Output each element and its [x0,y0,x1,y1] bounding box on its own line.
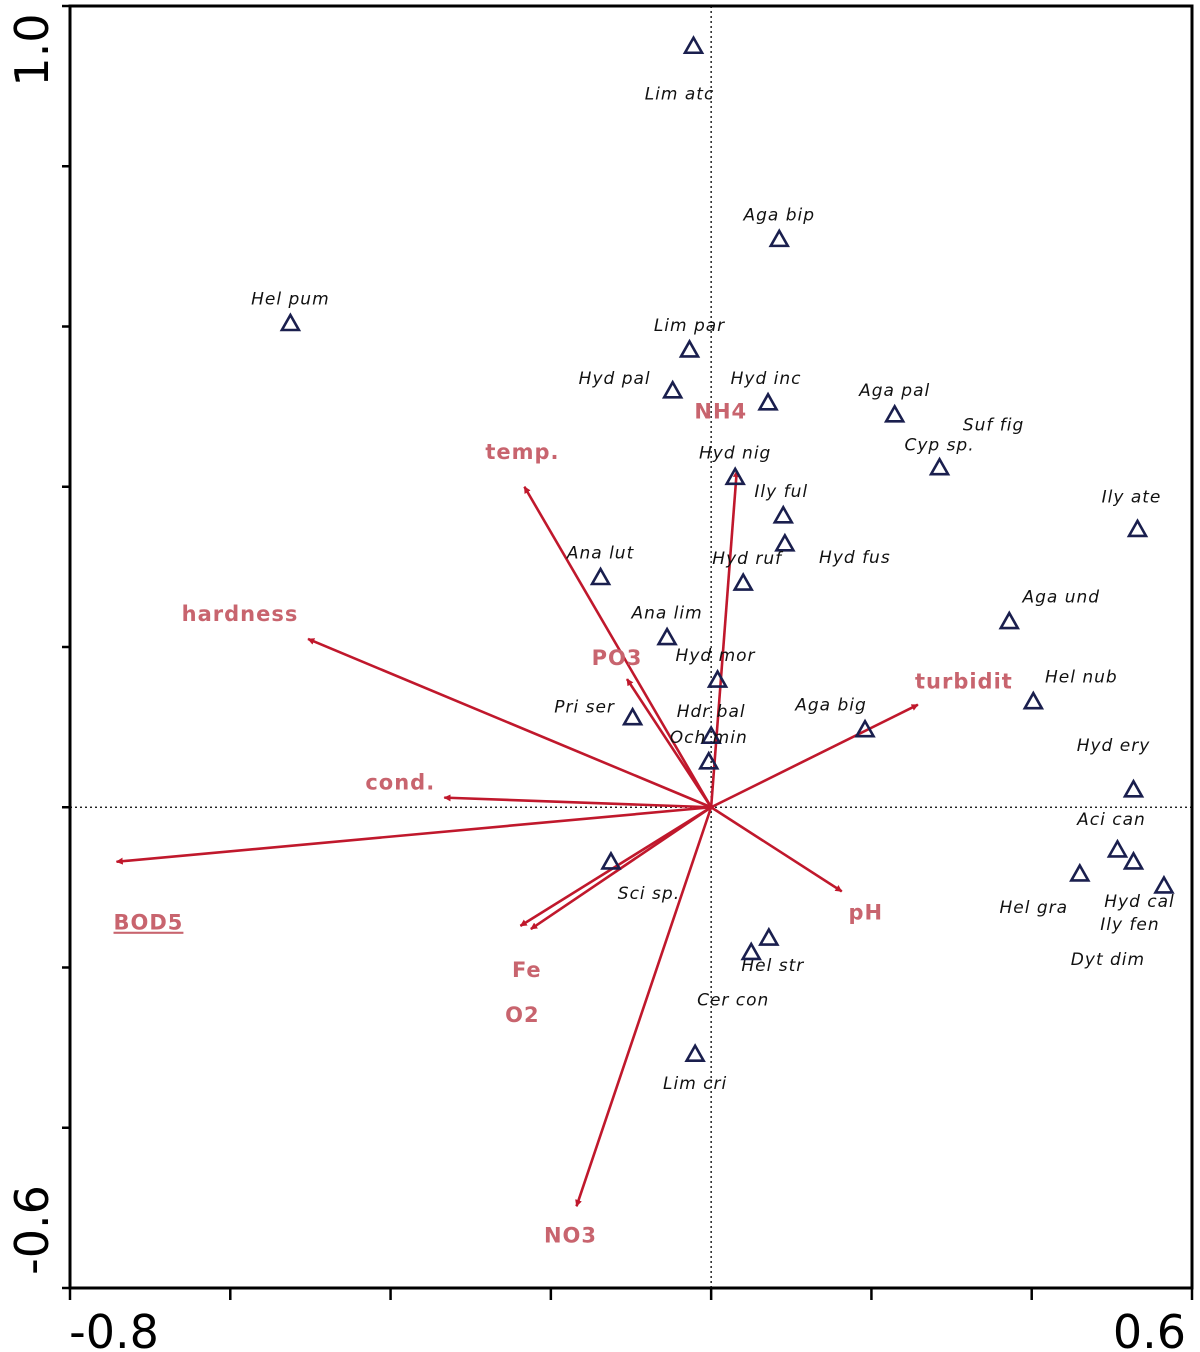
species-label: Aci can [1076,810,1146,830]
species-label: Ily ate [1102,487,1162,507]
vector-arrow [625,678,713,808]
species-label: Hyd ery [1077,736,1151,756]
species-marker [1069,862,1091,882]
species-label: Cer con [697,990,769,1010]
species-marker [706,668,729,688]
species-marker [1122,850,1145,870]
vector-label: NH4 [694,400,747,424]
vector-label: hardness [182,602,299,626]
species-label: Och min [670,728,748,748]
vector-arrow [709,470,740,808]
species-label: Hyd mor [676,646,756,666]
vector-label: temp. [485,440,559,464]
vector-arrow [523,486,713,808]
vector-label: NO3 [544,1223,597,1247]
species-marker [700,725,722,744]
species-label: Hdr bal [677,702,746,722]
vector-arrow [710,806,843,893]
species-marker [589,566,612,586]
species-label: Hyd ruf [712,549,784,569]
species-label: Hyd pal [579,369,651,389]
species-marker [883,403,906,423]
vector-label: turbidit [915,670,1013,694]
species-label: Aga big [794,696,867,716]
vector-arrow [443,794,712,809]
species-label: Cyp sp. [904,436,974,456]
vector-arrow [530,806,712,931]
species-label: Ana lim [630,604,702,624]
vector-arrow [519,806,712,927]
vector-label: BOD5 [114,911,184,935]
axis-ticks [62,4,1194,1300]
species-marker [854,718,876,738]
x-tick-label: -0.8 [69,1305,159,1352]
species-marker [928,456,951,476]
species-label: Pri ser [554,698,615,718]
species-marker [1126,518,1149,538]
vector-arrow [575,806,713,1207]
species-marker [1122,778,1145,798]
species-marker [772,504,795,524]
vector-label: O2 [505,1003,539,1027]
species-marker [600,850,622,870]
species-marker [1106,838,1129,858]
species-marker [698,750,720,770]
species-label: Lim cri [663,1074,727,1094]
species-marker [740,941,762,961]
species-label: Hyd inc [731,369,802,389]
species-label: Suf fig [963,416,1024,436]
species-marker [678,338,701,358]
species-label: Hel pum [251,289,330,309]
species-label: Ily ful [754,482,808,502]
vector-label: PO3 [592,646,643,670]
species-label: Aga und [1021,588,1100,608]
axis-tick-labels: -0.8 0.6 1.0 -0.6 [5,13,1186,1352]
species-marker [684,1043,706,1063]
vector-label: Fe [512,958,542,982]
species-label: Hyd cal [1104,892,1175,912]
species-marker [757,391,779,411]
species-marker [998,610,1021,630]
vector-label: pH [848,900,883,924]
species-marker [656,626,678,646]
species-label: Ily fen [1100,915,1159,935]
species-label: Lim atc [645,84,715,104]
species-label: Lim par [654,316,725,336]
vector-arrow [115,805,712,865]
species-marker [279,312,302,332]
environmental-vectors: NH4 temp. hardness PO3 cond. BOD5 Fe O2 NO3 pH tur… [114,400,1013,1248]
species-label: Hel str [741,956,804,976]
species-marker [768,228,790,248]
x-tick-label: 0.6 [1113,1305,1186,1352]
species-label: Hel gra [1000,898,1069,918]
species-points: Lim atc Aga bip Hel pum Lim par Hyd pal Hyd i… [251,35,1175,1094]
species-label: Aga pal [858,381,930,401]
y-tick-label: 1.0 [5,13,59,86]
species-label: Hel nub [1045,668,1118,688]
species-marker [732,571,754,591]
species-label: Ana lut [566,543,635,563]
species-marker [621,706,644,726]
species-marker [661,379,684,399]
species-marker [1153,874,1175,894]
reference-lines [70,6,1192,1288]
species-label: Aga bip [742,205,815,225]
species-label: Hyd fus [819,548,891,568]
vector-arrow [710,703,919,809]
species-marker [774,532,796,552]
species-label: Hyd nig [699,443,771,463]
species-marker [682,35,705,55]
species-label: Dyt dim [1071,950,1145,970]
species-label: Sci sp. [618,884,680,904]
vector-label: cond. [365,771,435,795]
species-marker [724,466,746,486]
vector-arrow [307,637,712,809]
y-tick-label: -0.6 [5,1185,59,1275]
species-marker [1022,690,1045,710]
species-marker [758,926,780,946]
